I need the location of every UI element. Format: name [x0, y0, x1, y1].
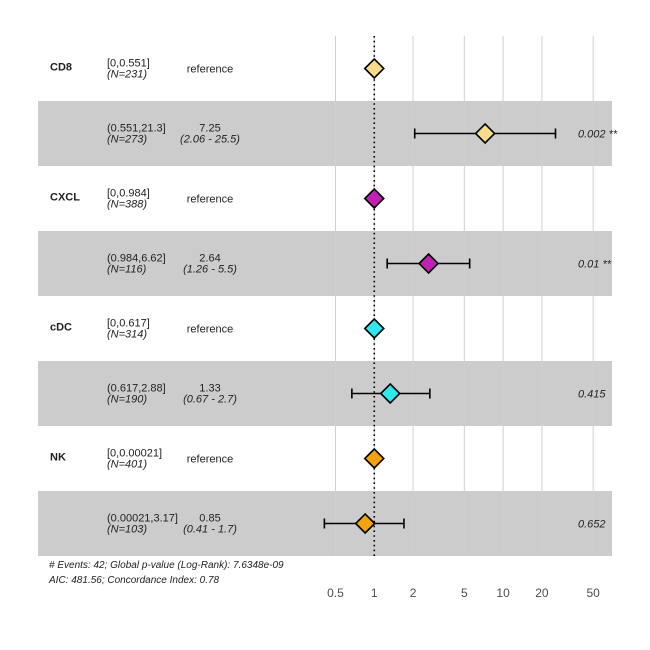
hazard-ratio-point — [379, 382, 401, 405]
estimate-label: reference — [187, 64, 233, 76]
level-label: (0.617,2.88] — [107, 383, 166, 395]
estimate-label: 0.85 — [199, 513, 220, 525]
ci-label: (0.67 - 2.7) — [183, 394, 237, 406]
hazard-ratio-point — [363, 447, 385, 470]
ci-label: (1.26 - 5.5) — [183, 264, 237, 276]
row-band — [38, 361, 612, 426]
level-label: [0,0.551] — [107, 58, 150, 70]
n-label: (N=231) — [107, 69, 147, 81]
row-band — [38, 231, 612, 296]
variable-label: CD8 — [50, 62, 72, 74]
n-label: (N=401) — [107, 459, 147, 471]
estimate-label: 2.64 — [199, 253, 220, 265]
x-tick-label: 0.5 — [327, 586, 344, 600]
x-axis-tick-labels: 0.5 1 2 5 10 20 50 — [327, 586, 600, 600]
x-tick-label: 1 — [371, 586, 378, 600]
n-label: (N=273) — [107, 134, 147, 146]
hazard-ratio-point — [363, 317, 385, 340]
ci-label: (0.41 - 1.7) — [183, 524, 237, 536]
estimate-label: 1.33 — [199, 383, 220, 395]
level-label: (0.984,6.62] — [107, 253, 166, 265]
hazard-ratio-point — [363, 57, 385, 80]
variable-label: CXCL — [50, 192, 80, 204]
footnote: AIC: 481.56; Concordance Index: 0.78 — [48, 575, 220, 586]
n-label: (N=190) — [107, 394, 147, 406]
row-labels: CD8 [0,0.551](N=231) reference (0.551,21.3]… — [50, 58, 618, 536]
hazard-ratio-markers — [354, 57, 496, 535]
variable-label: cDC — [50, 322, 72, 334]
x-tick-label: 2 — [410, 586, 417, 600]
p-value-label: 0.002 ** — [578, 129, 618, 141]
x-tick-label: 20 — [535, 586, 549, 600]
footnote: # Events: 42; Global p-value (Log-Rank):… — [49, 560, 284, 571]
x-tick-label: 5 — [461, 586, 468, 600]
footnotes: # Events: 42; Global p-value (Log-Rank):… — [48, 560, 284, 586]
p-value-label: 0.415 — [578, 389, 606, 401]
p-value-label: 0.01 ** — [578, 259, 612, 271]
hazard-ratio-point — [417, 252, 440, 275]
p-value-label: 0.652 — [578, 519, 606, 531]
hazard-ratio-point — [354, 512, 376, 535]
level-label: [0,0.984] — [107, 188, 150, 200]
estimate-label: reference — [187, 454, 233, 466]
variable-label: NK — [50, 452, 66, 464]
estimate-label: reference — [187, 324, 233, 336]
hazard-ratio-point — [474, 122, 496, 145]
confidence-intervals — [323, 128, 557, 529]
n-label: (N=103) — [107, 524, 147, 536]
x-tick-label: 50 — [586, 586, 600, 600]
ci-label: (2.06 - 25.5) — [180, 134, 240, 146]
estimate-label: reference — [187, 194, 233, 206]
hazard-ratio-point — [363, 187, 385, 210]
n-label: (N=388) — [107, 199, 147, 211]
n-label: (N=314) — [107, 329, 147, 341]
level-label: (0.551,21.3] — [107, 123, 166, 135]
level-label: (0.00021,3.17] — [107, 513, 178, 525]
estimate-label: 7.25 — [199, 123, 220, 135]
x-tick-label: 10 — [496, 586, 510, 600]
row-bands — [38, 101, 612, 556]
level-label: [0,0.617] — [107, 318, 150, 330]
level-label: [0,0.00021] — [107, 448, 162, 460]
n-label: (N=116) — [107, 264, 147, 276]
